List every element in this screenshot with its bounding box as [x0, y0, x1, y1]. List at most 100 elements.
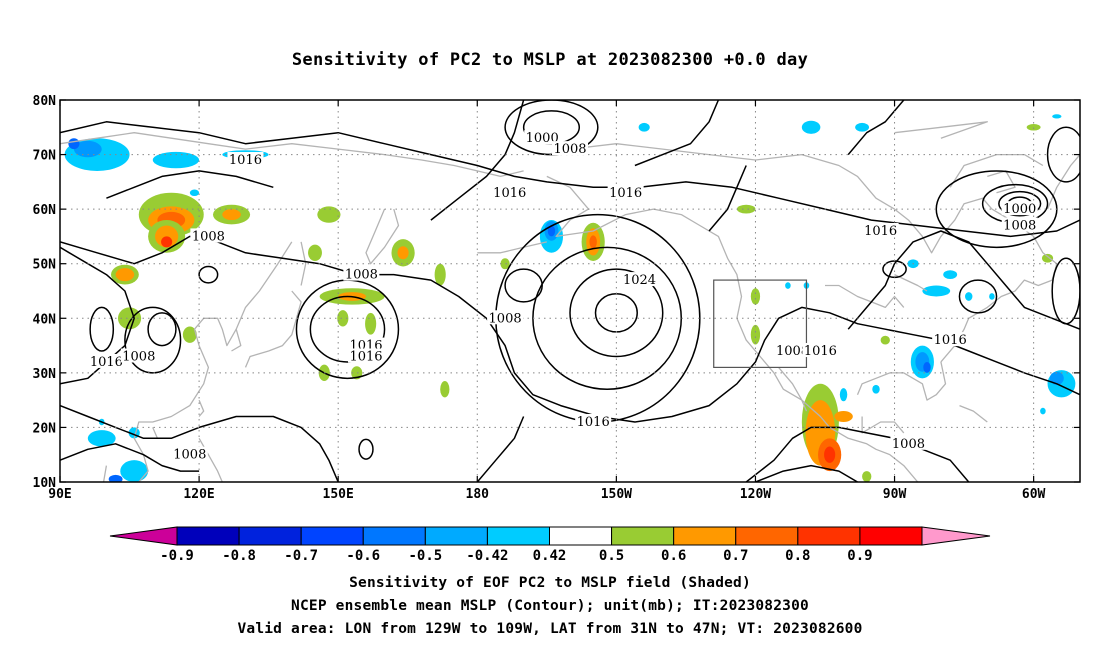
contour-label-bg: [932, 332, 969, 347]
shade-area: [87, 430, 116, 447]
contour-label-text: 1016: [609, 186, 642, 201]
contour-line: [532, 246, 683, 390]
shade-area: [317, 206, 341, 223]
shade-area: [500, 258, 510, 270]
coastline: [148, 427, 159, 439]
valid-area-rect: [713, 279, 808, 369]
contour-line: [60, 121, 1080, 238]
lon-tick-label: 90W: [883, 487, 907, 502]
contour-label: 1016: [227, 152, 264, 168]
contour-line: [708, 165, 747, 232]
contour-label-bg: [774, 343, 811, 358]
contour-label: 1008: [343, 266, 380, 283]
contour-line: [147, 312, 177, 347]
coastline: [825, 284, 905, 309]
contour-label: 1016: [607, 184, 644, 201]
shade-area: [1026, 124, 1041, 131]
lat-tick-label: 60N: [33, 203, 57, 218]
colorbar-label: 0.7: [723, 548, 748, 564]
coastline: [365, 208, 400, 265]
shade-area: [785, 282, 791, 289]
coastline: [959, 404, 988, 423]
lat-tick-label: 40N: [33, 312, 57, 327]
coastline: [546, 143, 1058, 363]
lat-tick-label: 80N: [33, 94, 57, 109]
contour-label: 1000: [524, 130, 561, 146]
shade-area: [965, 292, 973, 301]
colorbar-swatch: [424, 526, 488, 546]
contour-label-text: 1016: [804, 344, 837, 359]
valid-area-box: [713, 279, 808, 369]
contour-label: 1008: [171, 446, 208, 463]
contour-line: [745, 426, 970, 482]
colorbar-swatch: [797, 526, 861, 546]
contour-label-text: 1008: [345, 268, 378, 283]
contour-line: [1046, 126, 1080, 183]
coastline: [861, 416, 905, 434]
shade-area: [397, 246, 409, 260]
contour-label: 1008: [1001, 217, 1038, 234]
shade-area: [638, 122, 650, 132]
shade-area: [365, 312, 377, 335]
contour-label-bg: [348, 337, 384, 352]
colorbar-label: -0.42: [466, 548, 508, 564]
contour-line: [504, 268, 543, 303]
contour-label-text: 1008: [192, 229, 225, 244]
contour-label-text: 1016: [934, 333, 967, 348]
colorbar-swatch: [362, 526, 426, 546]
coastline: [778, 366, 808, 412]
contour-label-text: 1016: [493, 186, 526, 201]
shade-area: [152, 151, 200, 169]
contour-line: [106, 170, 274, 199]
contour-label-text: 1008: [173, 448, 206, 463]
lat-tick-label: 30N: [33, 367, 57, 382]
shade-area: [1041, 253, 1054, 263]
contour-label-bg: [190, 228, 227, 243]
colorbar-swatch: [549, 526, 613, 546]
coastline: [477, 241, 547, 254]
colorbar-label: -0.6: [346, 548, 380, 564]
contour-line: [89, 306, 115, 352]
colorbar-arrow-right: [921, 526, 991, 546]
contour-label-text: 1008: [1003, 219, 1036, 234]
contour-label-bg: [575, 413, 612, 428]
contour-label: 1016: [802, 343, 839, 359]
colorbar-swatch: [611, 526, 675, 546]
colorbar-label: -0.5: [408, 548, 442, 564]
shade-area: [736, 204, 756, 214]
shade-area: [750, 324, 761, 345]
coastline: [198, 437, 223, 482]
contour-label: 1008: [552, 141, 588, 157]
shade-area: [589, 235, 597, 249]
lat-tick-label: 10N: [33, 476, 57, 491]
contour-label-bg: [348, 348, 384, 363]
shade-area: [161, 236, 173, 248]
contour-label-bg: [890, 435, 927, 450]
shade-area: [943, 270, 958, 279]
contour-label: 1016: [932, 332, 969, 348]
contour-label-bg: [88, 353, 125, 368]
contour-label: 1016: [491, 184, 528, 201]
sensitivity-shading: [64, 114, 1076, 482]
shade-area: [547, 225, 556, 237]
coastline: [856, 361, 947, 401]
colorbar-swatch: [735, 526, 799, 546]
contour-label-text: 1016: [90, 355, 123, 370]
shade-area: [872, 384, 880, 394]
shade-area: [108, 474, 123, 482]
colorbar-swatch: [238, 526, 302, 546]
shade-area: [117, 307, 142, 330]
shade-area: [308, 244, 322, 261]
colorbar-swatch: [300, 526, 364, 546]
shade-area: [222, 209, 241, 221]
contour-line: [430, 100, 525, 221]
contour-label-bg: [621, 272, 658, 287]
lon-tick-label: 120E: [183, 487, 214, 502]
coastline: [894, 121, 988, 139]
contour-label: 1008: [487, 310, 524, 326]
contour-label-text: 1008: [776, 344, 809, 359]
coastline: [546, 175, 919, 482]
caption-line-1: Sensitivity of EOF PC2 to MSLP field (Sh…: [349, 575, 751, 591]
